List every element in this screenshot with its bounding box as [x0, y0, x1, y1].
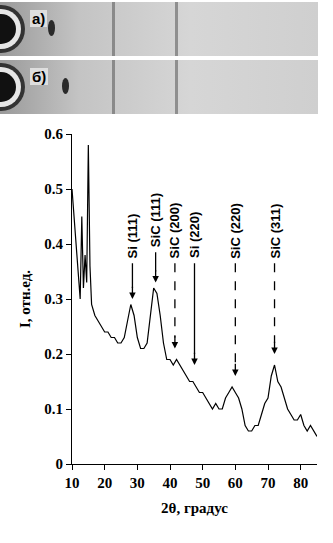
svg-text:0.4: 0.4 — [44, 236, 63, 252]
svg-text:70: 70 — [261, 475, 276, 491]
svg-text:0.3: 0.3 — [44, 291, 63, 307]
svg-text:40: 40 — [163, 475, 178, 491]
svg-text:0.1: 0.1 — [44, 401, 63, 417]
svg-text:0.2: 0.2 — [44, 346, 63, 362]
svg-text:I, отн.ед.: I, отн.ед. — [17, 270, 33, 328]
html-text:а): а) — [32, 10, 46, 27]
svg-text:SiC (311): SiC (311) — [268, 204, 283, 259]
svg-text:80: 80 — [293, 475, 308, 491]
svg-text:Si (111): Si (111) — [125, 214, 140, 259]
svg-text:60: 60 — [228, 475, 243, 491]
svg-text:0.5: 0.5 — [44, 181, 63, 197]
svg-text:SiC (200): SiC (200) — [167, 203, 182, 259]
svg-text:SiC (111): SiC (111) — [148, 193, 163, 247]
svg-text:0: 0 — [56, 456, 64, 472]
svg-text:20: 20 — [97, 475, 112, 491]
svg-text:Si (220): Si (220) — [187, 212, 202, 258]
svg-text:50: 50 — [195, 475, 210, 491]
svg-text:0.6: 0.6 — [44, 126, 63, 142]
svg-text:30: 30 — [130, 475, 145, 491]
html-text:б): б) — [32, 68, 47, 85]
svg-text:10: 10 — [65, 475, 80, 491]
svg-text:2θ, градус: 2θ, градус — [161, 500, 228, 516]
svg-text:SiC (220): SiC (220) — [228, 203, 243, 259]
